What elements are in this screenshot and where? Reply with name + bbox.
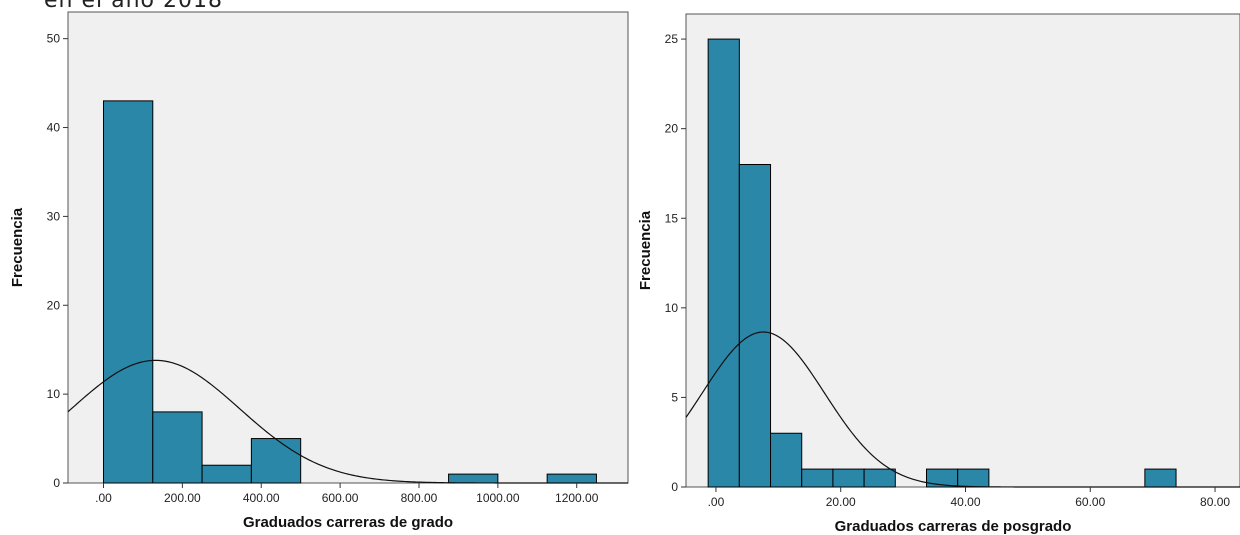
x-tick-label: 40.00: [950, 495, 980, 509]
histogram-bar: [832, 468, 865, 488]
histogram-bar: [738, 164, 772, 488]
y-tick-label: 5: [671, 390, 678, 404]
y-tick-label: 10: [47, 387, 61, 401]
y-tick-label: 20: [47, 298, 61, 312]
x-axis-title: Graduados carreras de grado: [243, 514, 453, 531]
histogram-bar: [546, 473, 597, 484]
y-tick-label: 25: [665, 32, 679, 46]
x-tick-label: 60.00: [1075, 495, 1105, 509]
x-tick-label: 20.00: [826, 495, 856, 509]
x-tick-label: 600.00: [322, 491, 359, 505]
normal-curve: [685, 331, 1240, 488]
histogram-bar: [201, 464, 252, 484]
page-caption: en el año 2018: [44, 0, 223, 13]
x-tick-label: .00: [95, 491, 112, 505]
y-tick-label: 20: [665, 122, 679, 136]
y-tick-label: 10: [665, 301, 679, 315]
histogram-bar: [1144, 468, 1177, 488]
plot-area: [67, 11, 629, 484]
y-tick-label: 0: [53, 476, 60, 490]
normal-curve: [67, 359, 628, 484]
x-tick-label: 1200.00: [555, 491, 599, 505]
x-tick-label: 800.00: [401, 491, 438, 505]
histogram-bar: [102, 100, 154, 484]
histogram-bar: [448, 473, 499, 484]
histogram-bar: [152, 411, 203, 484]
x-tick-label: 80.00: [1200, 495, 1230, 509]
y-tick-label: 0: [671, 480, 678, 494]
histogram-bar: [863, 468, 896, 488]
x-tick-label: 200.00: [164, 491, 201, 505]
y-tick-label: 30: [47, 209, 61, 223]
x-tick-label: 400.00: [243, 491, 280, 505]
x-tick-label: .00: [708, 495, 725, 509]
y-tick-label: 40: [47, 121, 61, 135]
x-axis-title: Graduados carreras de posgrado: [835, 518, 1072, 535]
y-axis-title: Frecuencia: [637, 210, 654, 290]
histogram-bar: [957, 468, 990, 488]
chart-1: 0 10 20 30 40 50 .00 200.00 400.00 600.00 800.00 10…: [9, 11, 629, 531]
y-tick-label: 50: [47, 32, 61, 46]
plot-area: [685, 13, 1240, 488]
histogram-bar: [770, 432, 803, 488]
histogram-bar: [250, 438, 302, 484]
chart-2: 0 5 10 15 20 25 .00 20.00 40.00 60.00 80.00 Graduad…: [637, 13, 1240, 535]
histogram-bar: [801, 468, 834, 488]
histogram-bar: [707, 38, 740, 488]
y-axis-title: Frecuencia: [9, 207, 26, 287]
y-tick-label: 15: [665, 211, 679, 225]
x-tick-label: 1000.00: [476, 491, 520, 505]
